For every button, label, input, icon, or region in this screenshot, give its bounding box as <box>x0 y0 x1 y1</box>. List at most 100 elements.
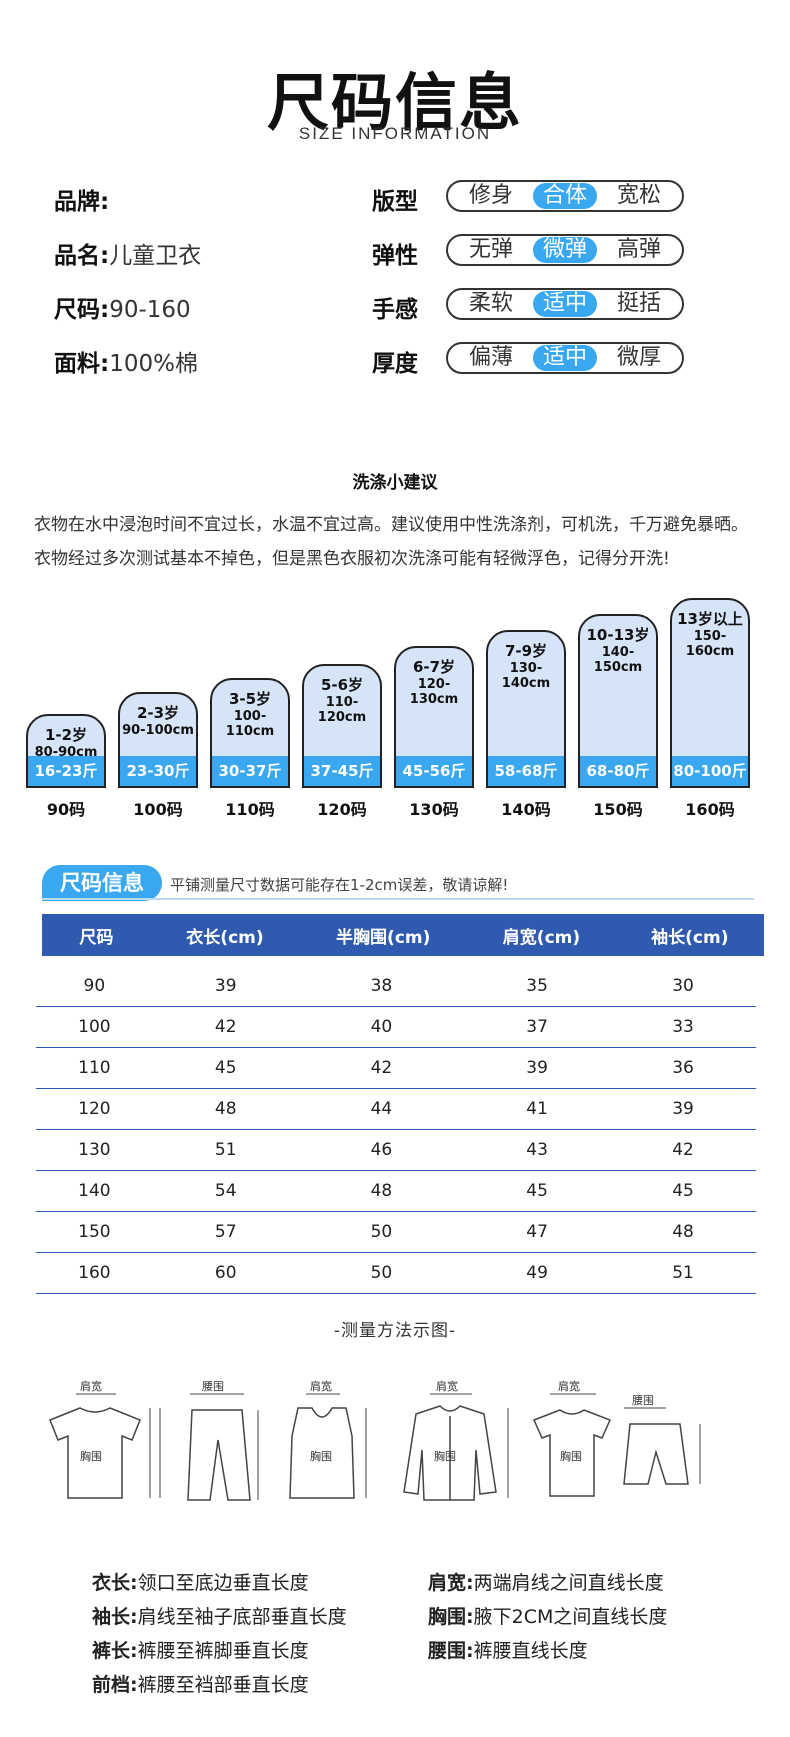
table-cell: 60 <box>214 1263 237 1283</box>
attr-pill-feel: 柔软 适中 挺括 <box>446 288 684 320</box>
definition-desc: 裤腰至裤脚垂直长度 <box>137 1640 309 1662</box>
table-row: 110 45 42 39 36 <box>36 1048 756 1089</box>
attr-pill-elasticity: 无弹 微弹 高弹 <box>446 234 684 266</box>
size-age: 6-7岁 <box>412 658 456 676</box>
size-bar: 10-13岁 140-150cm 68-80斤 <box>578 614 658 788</box>
measurement-figures: 肩宽 胸围 腰围 肩宽 胸围 肩宽 胸围 肩宽 胸围 腰围 <box>20 1379 780 1540</box>
table-header-cell: 尺码 <box>79 927 114 948</box>
table-row: 90 39 38 35 30 <box>36 966 756 1007</box>
size-table-note: 平铺测量尺寸数据可能存在1-2cm误差，敬请谅解! <box>170 876 509 894</box>
table-header-cell: 衣长(cm) <box>186 927 264 948</box>
label-chest: 胸围 <box>560 1449 582 1463</box>
table-cell: 45 <box>526 1181 548 1201</box>
definition-desc: 裤腰至裆部垂直长度 <box>137 1674 309 1696</box>
attr-pill-thickness: 偏薄 适中 微厚 <box>446 342 684 374</box>
table-cell: 51 <box>214 1140 237 1160</box>
size-height: 120-130cm <box>409 677 459 707</box>
size-label: 100码 <box>133 800 183 819</box>
table-row: 150 57 50 47 48 <box>36 1212 756 1253</box>
method-title: -测量方法示图- <box>333 1321 457 1341</box>
table-body: 90 39 38 35 30 100 42 40 37 33 110 45 42 39 36 120 48 44 4… <box>36 966 756 1294</box>
table-header-cell: 袖长(cm) <box>651 927 729 948</box>
info-product-name: 品名:儿童卫衣 <box>54 236 201 270</box>
definition-item: 腰围:裤腰直线长度 <box>428 1636 588 1663</box>
table-cell: 40 <box>370 1017 393 1037</box>
definition-desc: 两端肩线之间直线长度 <box>473 1572 664 1594</box>
size-chart: 1-2岁 80-90cm 16-23斤 90码 2-3岁 90-100cm 23-30斤 10… <box>0 590 790 820</box>
size-height: 130-140cm <box>501 661 551 691</box>
definition-term: 胸围: <box>428 1606 474 1628</box>
definition-term: 裤长: <box>92 1640 138 1662</box>
table-row: 100 42 40 37 33 <box>36 1007 756 1048</box>
info-key: 面料: <box>54 351 110 377</box>
table-cell: 90 <box>83 976 106 996</box>
size-weight: 58-68斤 <box>488 756 564 786</box>
size-bar: 1-2岁 80-90cm 16-23斤 <box>26 714 106 788</box>
label-shoulder: 肩宽 <box>436 1380 458 1393</box>
attr-option: 偏薄 <box>468 345 513 370</box>
size-label: 120码 <box>317 800 367 819</box>
size-age: 1-2岁 <box>44 726 88 744</box>
definition-term: 腰围: <box>428 1640 474 1662</box>
label-shoulder: 肩宽 <box>310 1380 332 1393</box>
attr-option: 柔软 <box>468 291 513 316</box>
table-cell: 45 <box>214 1058 237 1078</box>
size-age: 3-5岁 <box>228 690 272 708</box>
table-cell: 38 <box>370 976 393 996</box>
attr-option: 修身 <box>468 183 513 208</box>
divider <box>42 898 754 900</box>
table-cell: 45 <box>672 1181 694 1201</box>
table-cell: 43 <box>526 1140 548 1160</box>
size-bar: 2-3岁 90-100cm 23-30斤 <box>118 692 198 788</box>
attr-option-selected: 合体 <box>532 183 597 209</box>
size-table-badge: 尺码信息 <box>42 865 162 901</box>
table-cell: 50 <box>370 1263 393 1283</box>
definition-term: 肩宽: <box>428 1572 474 1594</box>
wash-title: 洗涤小建议 <box>352 473 438 493</box>
attr-option-selected: 适中 <box>532 291 597 317</box>
wash-text: 衣物在水中浸泡时间不宜过长，水温不宜过高。建议使用中性洗涤剂，可机洗，千万避免暴… <box>34 515 748 569</box>
size-age: 13岁以上 <box>677 610 743 628</box>
table-cell: 30 <box>672 976 694 996</box>
size-label: 110码 <box>225 800 275 819</box>
table-cell: 49 <box>526 1263 548 1283</box>
attr-option: 挺括 <box>616 291 661 316</box>
size-age: 2-3岁 <box>136 704 180 722</box>
definition-desc: 领口至底边垂直长度 <box>137 1572 309 1594</box>
attr-option-selected: 微弹 <box>532 237 597 263</box>
page-title: 尺码信息 <box>266 66 523 139</box>
measurement-illustration: 肩宽 胸围 腰围 肩宽 胸围 肩宽 胸围 肩宽 胸围 腰围 <box>49 1379 701 1501</box>
attr-label-fit: 版型 <box>372 189 418 215</box>
table-cell: 35 <box>526 976 548 996</box>
definition-term: 袖长: <box>92 1606 138 1628</box>
attr-option: 微厚 <box>616 345 661 370</box>
size-bar: 7-9岁 130-140cm 58-68斤 <box>486 630 566 788</box>
size-height: 100-110cm <box>225 709 275 739</box>
size-label: 90码 <box>46 800 86 819</box>
table-cell: 39 <box>526 1058 548 1078</box>
table-cell: 48 <box>370 1181 393 1201</box>
table-row: 140 54 48 45 45 <box>36 1171 756 1212</box>
info-value: 100%棉 <box>109 351 198 377</box>
table-cell: 100 <box>78 1017 111 1037</box>
attr-option: 宽松 <box>616 183 661 208</box>
table-cell: 57 <box>214 1222 237 1242</box>
size-weight: 23-30斤 <box>120 756 196 786</box>
table-cell: 51 <box>672 1263 694 1283</box>
table-cell: 44 <box>370 1099 393 1119</box>
attr-option: 无弹 <box>468 237 513 262</box>
size-weight: 30-37斤 <box>212 756 288 786</box>
table-cell: 120 <box>78 1099 111 1119</box>
info-key: 品名: <box>54 243 110 269</box>
table-cell: 47 <box>526 1222 548 1242</box>
info-value: 儿童卫衣 <box>109 243 202 269</box>
size-label: 130码 <box>409 800 459 819</box>
table-cell: 140 <box>78 1181 111 1201</box>
info-brand: 品牌: <box>54 182 109 216</box>
definition-item: 肩宽:两端肩线之间直线长度 <box>428 1568 664 1595</box>
table-header-cell: 肩宽(cm) <box>502 927 581 948</box>
size-bar: 3-5岁 100-110cm 30-37斤 <box>210 678 290 788</box>
label-chest: 胸围 <box>434 1449 456 1463</box>
definition-item: 衣长:领口至底边垂直长度 <box>92 1568 309 1595</box>
attr-label-thickness: 厚度 <box>372 351 418 377</box>
